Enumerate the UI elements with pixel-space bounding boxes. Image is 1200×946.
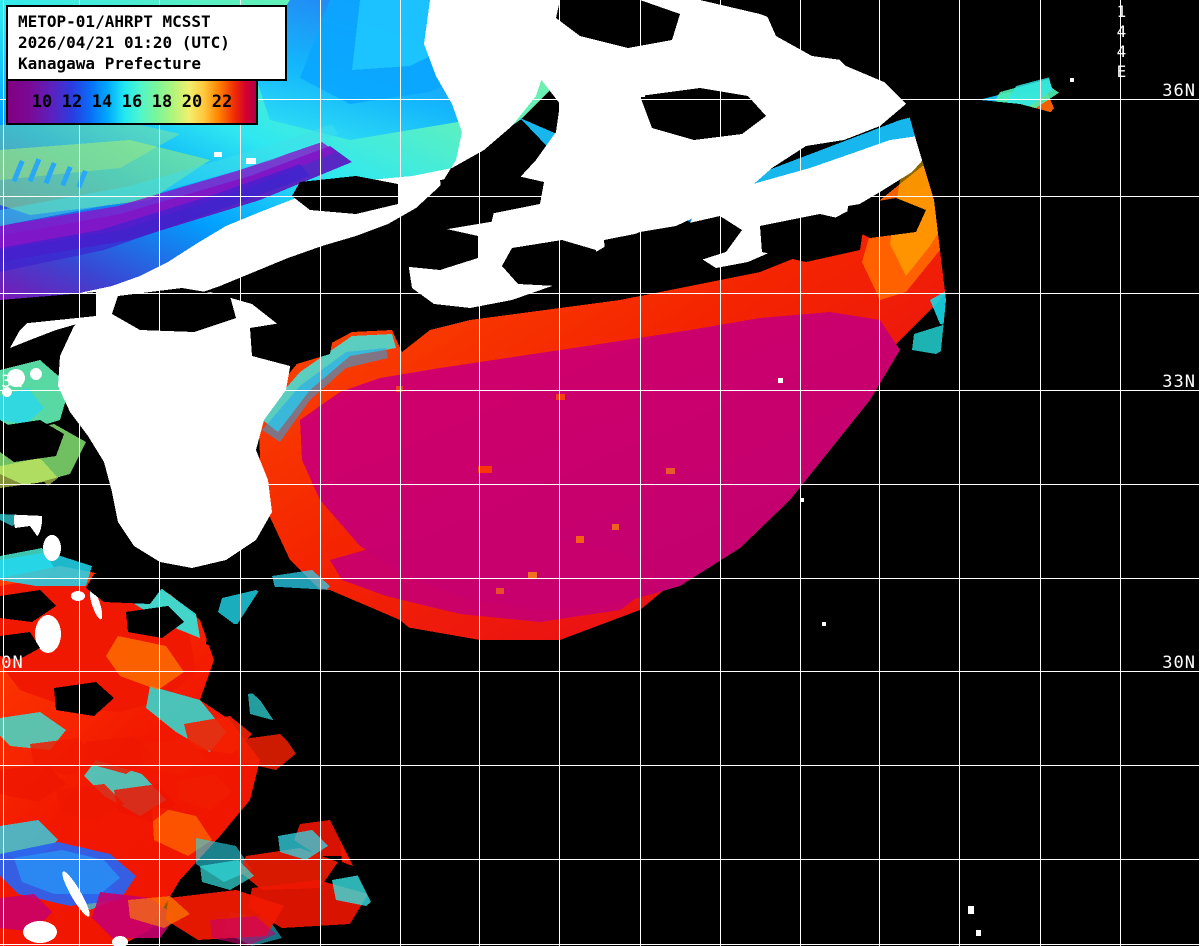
colorbar-tick-18: 18: [151, 91, 173, 112]
colorbar-tick-22: 22: [211, 91, 233, 112]
colorbar-tick-12: 12: [61, 91, 83, 112]
colorbar-tick-labels: 10 12 14 16 18 20 22: [8, 81, 256, 123]
title-line-satellite: METOP-01/AHRPT MCSST: [18, 12, 211, 31]
title-line-timestamp: 2026/04/21 01:20 (UTC): [18, 33, 230, 52]
scattered-sst-patches: [0, 644, 470, 946]
colorbar-tick-14: 14: [91, 91, 113, 112]
title-line-region: Kanagawa Prefecture: [18, 54, 202, 73]
colorbar-tick-16: 16: [121, 91, 143, 112]
title-box: METOP-01/AHRPT MCSST 2026/04/21 01:20 (U…: [6, 5, 287, 81]
colorbar-gradient: [8, 81, 256, 123]
sst-colorbar: 10 12 14 16 18 20 22: [6, 79, 258, 125]
colorbar-tick-10: 10: [31, 91, 53, 112]
colorbar-tick-20: 20: [181, 91, 203, 112]
